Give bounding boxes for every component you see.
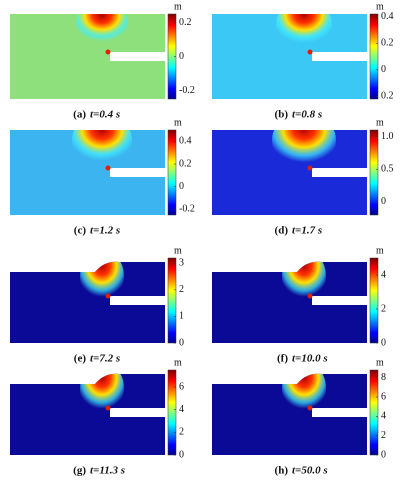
- caption-label: (b): [275, 109, 289, 121]
- panel: m 1.0 0.5 0 (d) t=1.7 s: [212, 117, 394, 237]
- colorbar-tick-label: 1: [179, 311, 184, 322]
- caption-label: (e): [74, 353, 87, 365]
- jet-spot: [105, 49, 111, 55]
- colorbar-tick-label: 0: [179, 51, 184, 62]
- caption-time: t=11.3 s: [90, 465, 125, 477]
- colorbar-tick-label: 6: [179, 381, 184, 392]
- fluid-domain: [10, 14, 165, 99]
- colorbar-tick-label: 0.4: [381, 11, 394, 22]
- caption-time: t=0.8 s: [292, 109, 322, 121]
- caption-label: (f): [277, 353, 288, 365]
- colorbar-tick-label: 4: [381, 269, 386, 280]
- panel: m 0.4 0.2 0 -0.2 (c) t=1.2 s: [10, 117, 195, 237]
- colorbar-tick-label: 2: [179, 284, 184, 295]
- colorbar-tick-label: 1.0: [381, 131, 394, 142]
- colorbar: [369, 129, 379, 216]
- plume: [80, 373, 124, 414]
- colorbar-tick-label: 0: [381, 449, 386, 460]
- colorbar-unit: m: [376, 117, 384, 128]
- colorbar-tick-label: 0.2: [179, 17, 192, 28]
- colorbar-unit: m: [376, 1, 384, 12]
- colorbar-unit: m: [376, 357, 384, 368]
- fluid-domain: [10, 373, 165, 455]
- colorbar-tick-label: 0.2: [381, 91, 394, 102]
- panel: m 8 6 4 2 0 (h) t=50.0 s: [212, 357, 386, 477]
- colorbar-unit: m: [174, 117, 182, 128]
- colorbar-unit: m: [174, 245, 182, 256]
- colorbar-tick-label: 8: [381, 372, 386, 383]
- panel: m0.4 0.2 0 0.2 (b) t=0.8 s: [212, 1, 394, 121]
- caption-label: (g): [73, 465, 86, 477]
- colorbar: [167, 369, 177, 456]
- colorbar-tick-label: 2: [179, 427, 184, 438]
- jet-spot: [307, 293, 313, 299]
- caption-label: (h): [275, 465, 289, 477]
- colorbar-tick-label: 0: [381, 196, 386, 207]
- colorbar-tick-label: 2: [381, 303, 386, 314]
- caption-time: t=50.0 s: [292, 465, 328, 477]
- colorbar: [167, 257, 177, 344]
- colorbar: [167, 129, 177, 216]
- colorbar-tick-label: 0: [381, 64, 386, 75]
- jet-spot: [105, 405, 111, 411]
- jet-spot: [105, 293, 111, 299]
- colorbar-unit: m: [174, 1, 182, 12]
- jet-spot: [307, 405, 313, 411]
- colorbar-unit: m: [376, 245, 384, 256]
- caption-time: t=10.0 s: [292, 353, 328, 365]
- caption-label: (d): [275, 225, 289, 237]
- panel: m 3 2 1 0 (e) t=7.2 s: [10, 245, 184, 365]
- colorbar-tick-label: 6: [381, 391, 386, 402]
- panel: m 6 4 2 0 (g) t=11.3 s: [10, 357, 184, 477]
- colorbar-tick-label: -0.2: [179, 204, 195, 215]
- colorbar-tick-label: 4: [381, 411, 386, 422]
- fluid-domain: [212, 261, 367, 343]
- caption-time: t=1.2 s: [90, 225, 120, 237]
- colorbar-tick-label: 0: [381, 337, 386, 348]
- colorbar: [369, 369, 379, 456]
- caption-label: (c): [74, 225, 87, 237]
- caption-label: (a): [73, 109, 86, 121]
- fluid-domain: [10, 261, 165, 343]
- plume: [76, 14, 128, 46]
- plume: [80, 261, 124, 302]
- colorbar-tick-label: 0.2: [179, 158, 192, 169]
- colorbar-tick-label: -0.2: [179, 85, 195, 96]
- plume: [272, 130, 336, 168]
- colorbar: [369, 257, 379, 344]
- caption-time: t=1.7 s: [292, 225, 322, 237]
- plume: [282, 261, 326, 302]
- jet-spot: [307, 165, 313, 171]
- panel: m 0.2 0 -0.2 (a) t=0.4 s: [10, 1, 195, 121]
- fluid-domain: [212, 373, 367, 455]
- colorbar-tick-label: 0: [179, 181, 184, 192]
- panel: m 4 2 0 (f) t=10.0 s: [212, 245, 386, 365]
- colorbar-tick-label: 0: [179, 449, 184, 460]
- jet-spot: [307, 49, 313, 55]
- caption-time: t=0.4 s: [90, 109, 120, 121]
- caption-time: t=7.2 s: [90, 353, 120, 365]
- colorbar-tick-label: 2: [381, 430, 386, 441]
- colorbar: [369, 13, 379, 100]
- colorbar-tick-label: 0.5: [381, 164, 394, 175]
- plume: [276, 14, 332, 48]
- jet-spot: [105, 165, 111, 171]
- colorbar-tick-label: 3: [179, 258, 184, 269]
- colorbar-tick-label: 4: [179, 404, 184, 415]
- colorbar-unit: m: [174, 357, 182, 368]
- colorbar-tick-label: 0: [179, 337, 184, 348]
- colorbar-tick-label: 0.2: [381, 38, 394, 49]
- plume: [72, 130, 132, 166]
- colorbar-tick-label: 0.4: [179, 136, 192, 147]
- plume: [282, 373, 326, 414]
